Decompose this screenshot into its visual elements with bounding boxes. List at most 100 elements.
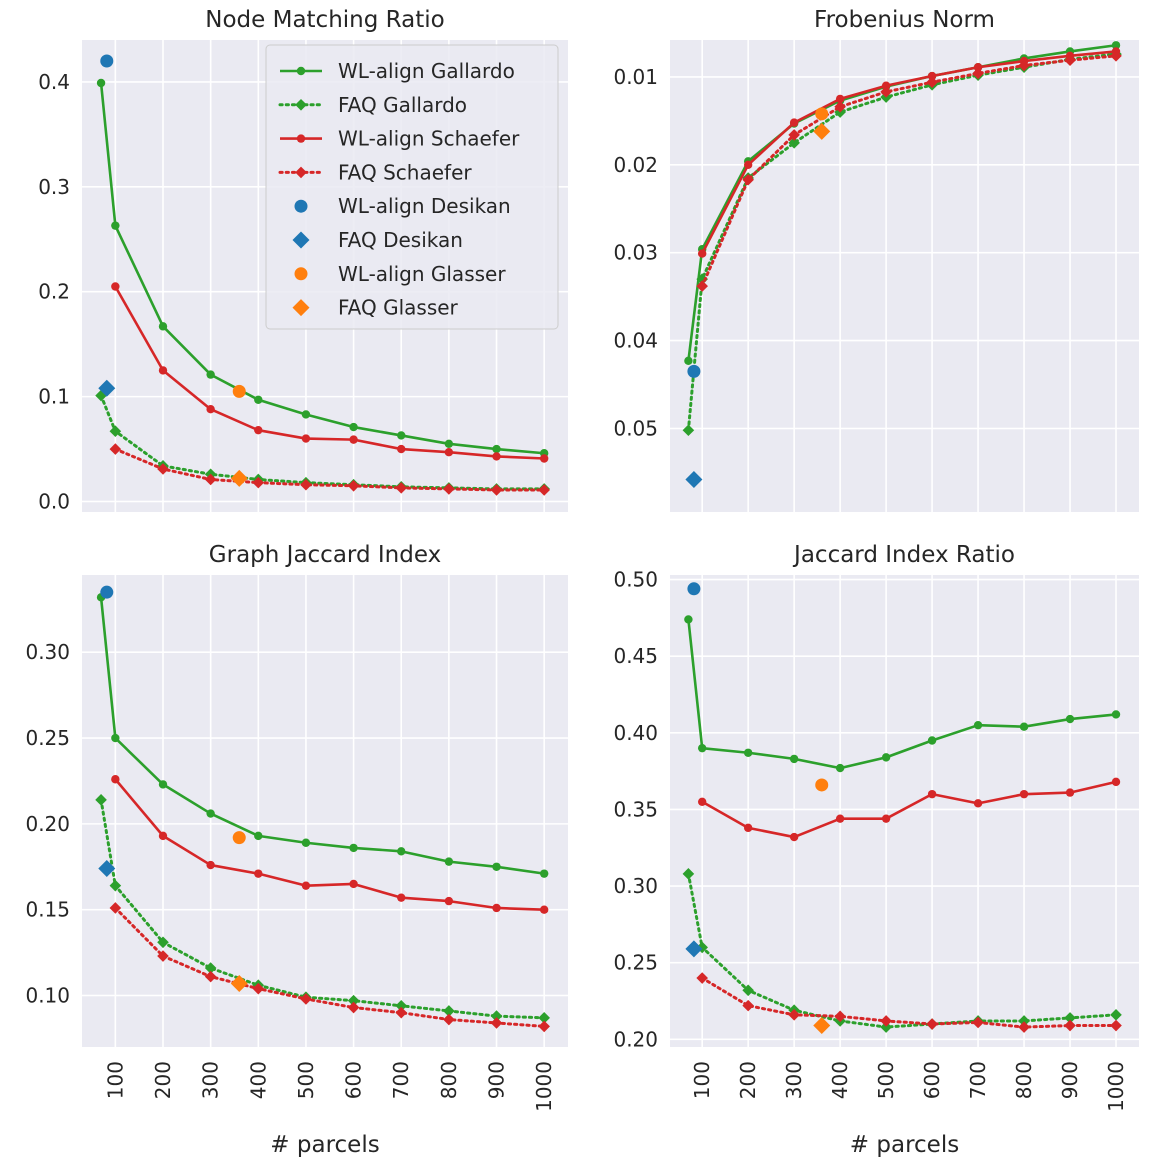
data-point bbox=[254, 831, 263, 841]
data-point bbox=[443, 1005, 455, 1017]
series-wl-align-gallardo bbox=[96, 593, 549, 878]
legend-entry: WL-align Glasser bbox=[294, 262, 506, 286]
series-wl-align-gallardo bbox=[96, 78, 549, 458]
data-point bbox=[397, 893, 406, 902]
data-point bbox=[696, 280, 708, 292]
data-point bbox=[492, 862, 501, 871]
y-tick-label: 0.05 bbox=[613, 416, 658, 440]
chart-title: Jaccard Index Ratio bbox=[792, 542, 1015, 568]
data-point bbox=[1064, 1012, 1076, 1024]
data-point bbox=[111, 282, 120, 291]
legend-entry: FAQ Gallardo bbox=[278, 93, 467, 117]
data-point bbox=[972, 1016, 984, 1029]
series-line bbox=[113, 906, 546, 1028]
data-point bbox=[490, 1010, 503, 1022]
data-point bbox=[696, 941, 708, 954]
data-point bbox=[158, 831, 168, 841]
x-axis-label: # parcels bbox=[270, 1132, 379, 1158]
data-point bbox=[444, 857, 454, 866]
x-tick-label: 700 bbox=[966, 1061, 990, 1099]
data-point bbox=[927, 736, 937, 745]
plot-area bbox=[670, 575, 1139, 1047]
data-point bbox=[204, 473, 217, 486]
x-tick-label: 300 bbox=[199, 1061, 223, 1099]
data-point bbox=[206, 405, 215, 414]
chart-title: Frobenius Norm bbox=[814, 7, 995, 33]
data-point bbox=[254, 869, 263, 878]
data-point bbox=[539, 905, 549, 914]
x-tick-label: 200 bbox=[736, 1061, 760, 1099]
data-point bbox=[927, 71, 937, 81]
series-faq-schaefer bbox=[109, 902, 550, 1033]
data-point bbox=[1065, 788, 1075, 797]
data-point bbox=[349, 843, 358, 853]
data-point bbox=[347, 1001, 360, 1014]
y-tick-label: 0.15 bbox=[25, 898, 70, 922]
data-point bbox=[1064, 1019, 1076, 1032]
data-point bbox=[300, 478, 312, 491]
data-point bbox=[1111, 710, 1121, 719]
data-point bbox=[492, 903, 501, 913]
x-tick-label: 600 bbox=[920, 1061, 944, 1099]
chart-title: Node Matching Ratio bbox=[205, 7, 444, 33]
data-point bbox=[206, 809, 215, 818]
data-point bbox=[204, 962, 217, 974]
legend-entry: FAQ Desikan bbox=[292, 228, 463, 252]
legend-label: WL-align Schaefer bbox=[338, 127, 520, 151]
legend-entry: FAQ Glasser bbox=[292, 296, 459, 320]
data-point bbox=[301, 434, 311, 443]
data-point bbox=[538, 484, 550, 496]
point-wl-align-desikan bbox=[687, 582, 701, 596]
data-point bbox=[1065, 714, 1075, 724]
data-point bbox=[157, 463, 169, 475]
y-tick-label: 0.30 bbox=[613, 874, 658, 898]
series-wl-align-schaefer bbox=[111, 775, 549, 914]
legend-swatch-marker bbox=[292, 231, 310, 249]
data-point bbox=[743, 160, 753, 170]
data-point bbox=[1110, 1019, 1122, 1032]
x-tick-label: 1000 bbox=[532, 1061, 556, 1112]
data-point bbox=[835, 814, 845, 823]
data-point bbox=[742, 173, 754, 186]
data-point bbox=[682, 424, 695, 437]
data-point bbox=[95, 794, 107, 806]
data-point bbox=[252, 476, 265, 489]
data-point bbox=[880, 1015, 892, 1027]
chart-panel-4: 100 200 300 400 500 600 700 800 900 1000 0.20 0.25 0… bbox=[613, 542, 1139, 1158]
legend-entry: FAQ Schaefer bbox=[278, 160, 472, 184]
legend-label: FAQ Gallardo bbox=[338, 93, 467, 117]
series-line bbox=[700, 976, 1118, 1029]
x-tick-label: 900 bbox=[485, 1061, 509, 1099]
legend-entry: WL-align Gallardo bbox=[280, 59, 515, 83]
x-tick-label: 700 bbox=[389, 1061, 413, 1099]
data-point bbox=[973, 63, 983, 72]
data-point bbox=[926, 76, 938, 88]
data-point bbox=[743, 823, 753, 833]
data-point bbox=[158, 366, 168, 375]
x-axis-label: # parcels bbox=[850, 1132, 959, 1158]
data-point bbox=[300, 993, 312, 1005]
y-tick-label: 0.3 bbox=[38, 175, 70, 199]
series-line bbox=[701, 50, 1117, 255]
data-point bbox=[696, 972, 708, 984]
data-point bbox=[444, 896, 454, 906]
legend-swatch-marker bbox=[292, 299, 310, 317]
y-tick-label: 0.0 bbox=[38, 490, 70, 514]
series-line bbox=[114, 778, 545, 911]
data-point bbox=[538, 1012, 550, 1024]
x-tick-label: 200 bbox=[151, 1061, 175, 1099]
data-point bbox=[880, 86, 892, 98]
data-point bbox=[492, 452, 501, 461]
point-faq-desikan bbox=[98, 859, 116, 877]
y-tick-label: 0.10 bbox=[25, 984, 70, 1008]
data-point bbox=[443, 483, 455, 495]
legend-label: WL-align Glasser bbox=[338, 262, 506, 286]
data-point bbox=[158, 322, 168, 331]
data-point bbox=[1018, 59, 1030, 72]
point-faq-glasser bbox=[230, 469, 248, 487]
y-tick-label: 0.35 bbox=[613, 797, 658, 821]
x-tick-label: 400 bbox=[828, 1061, 852, 1099]
chart-panel-3: 100 200 300 400 500 600 700 800 900 1000 0.10 0.15 0… bbox=[25, 542, 568, 1158]
data-point bbox=[1018, 1021, 1030, 1033]
point-wl-align-desikan bbox=[100, 54, 114, 68]
